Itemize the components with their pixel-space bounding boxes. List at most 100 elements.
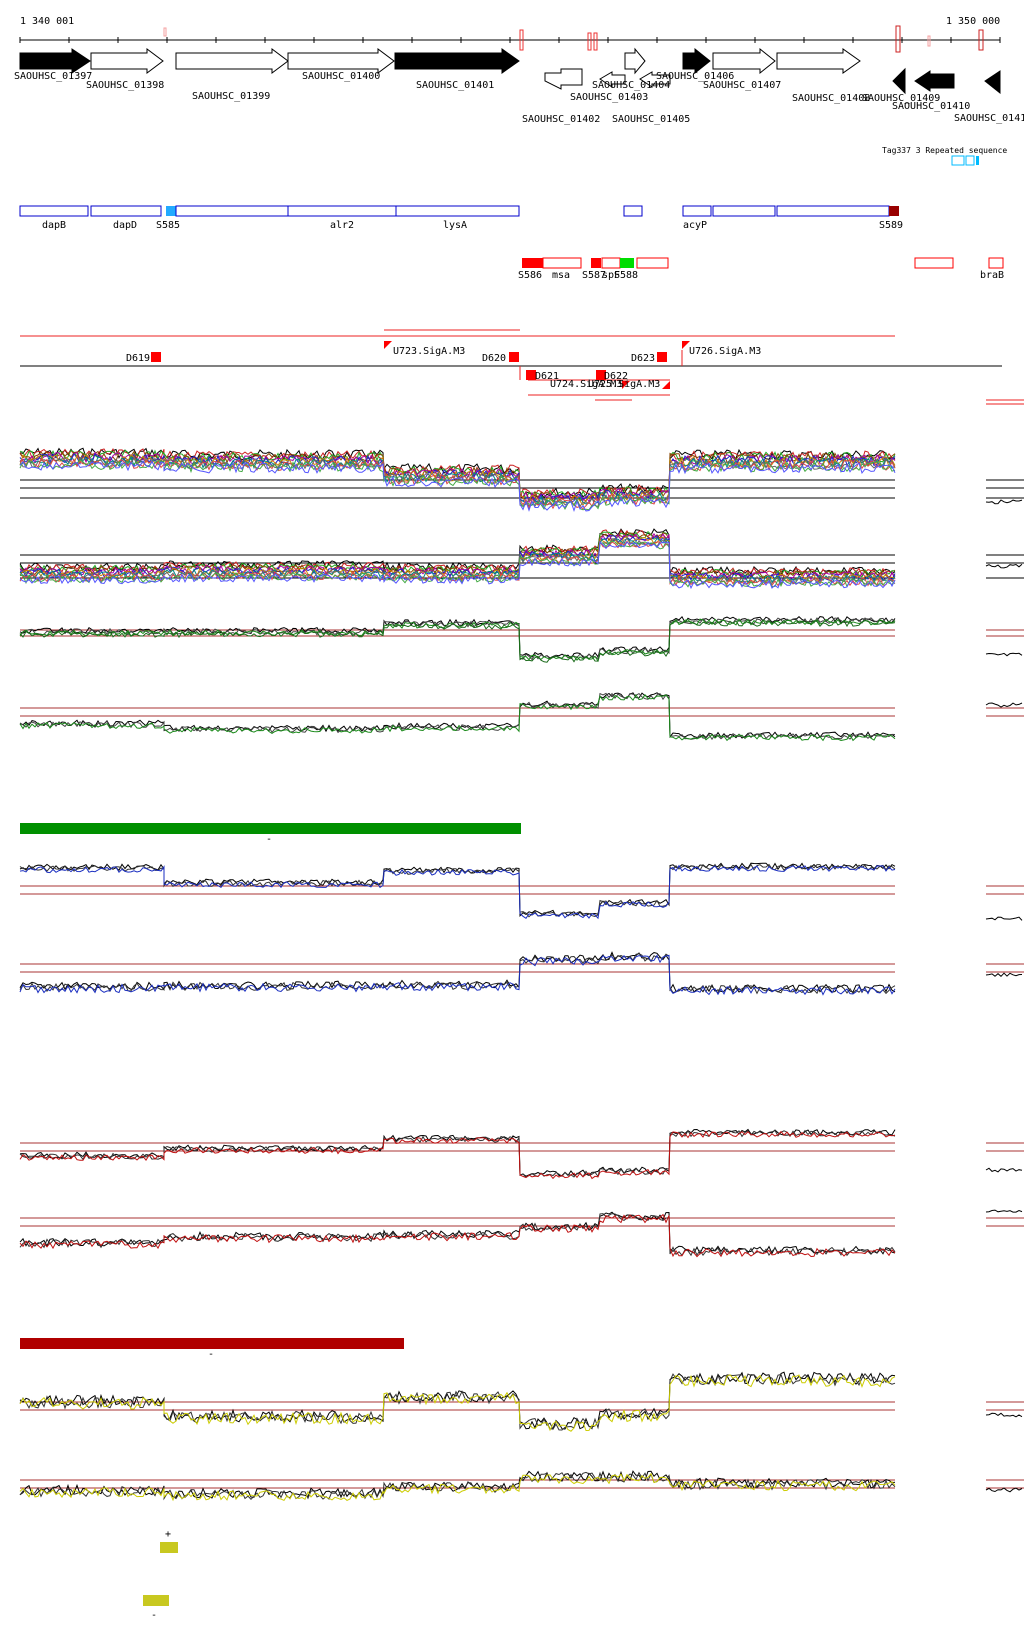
feature-label-U726: U726.SigA.M3: [689, 346, 761, 357]
signal-line: [19, 692, 896, 739]
gene-arrow-01405[interactable]: [639, 71, 671, 88]
annotation-label-S589: S589: [879, 220, 903, 231]
gene-arrow-01406[interactable]: [682, 47, 711, 75]
signal-line: [19, 541, 896, 590]
gene-label-01399: SAOUHSC_01399: [192, 91, 270, 102]
yellow-track-1: [19, 1371, 1024, 1432]
signal-line: [19, 864, 896, 920]
gene-label-01403: SAOUHSC_01403: [570, 92, 648, 103]
annotation-01408[interactable]: [776, 205, 890, 217]
signal-line: [19, 693, 896, 742]
gene-arrow-01404[interactable]: [624, 47, 646, 75]
signal-line: [19, 1128, 896, 1177]
green-track-1: [19, 615, 1024, 663]
feature-label-D622: D622: [604, 371, 628, 382]
srna-msa[interactable]: [542, 257, 582, 269]
breakpoint-D623[interactable]: [657, 352, 667, 362]
signal-line: [19, 951, 896, 994]
srna-S586[interactable]: [522, 258, 543, 268]
gene-label-01406: SAOUHSC_01406: [656, 71, 734, 82]
annotation-after-acyP[interactable]: [712, 205, 776, 217]
annotation-label-lysA: lysA: [443, 220, 467, 231]
annotation-dapD[interactable]: [90, 205, 162, 217]
gene-arrow-01397[interactable]: [19, 48, 91, 74]
condition-bar-yellow-2[interactable]: [143, 1595, 169, 1606]
srna-label-msa: msa: [552, 270, 570, 281]
signal-line: [19, 537, 896, 585]
srna-box[interactable]: [636, 257, 669, 269]
srna-label-S588: S588: [614, 270, 638, 281]
breakpoint-D619[interactable]: [151, 352, 161, 362]
promoter-U726[interactable]: [682, 341, 690, 349]
gene-arrow-01403[interactable]: [599, 71, 626, 88]
breakpoint-D620[interactable]: [509, 352, 519, 362]
srna-label-S586: S586: [518, 270, 542, 281]
signal-line-tail: [985, 1209, 1023, 1213]
gene-arrow-01402[interactable]: [544, 68, 583, 90]
breakpoint-D622[interactable]: [596, 370, 606, 380]
gene-arrow-01401[interactable]: [394, 48, 520, 74]
gene-labels: SAOUHSC_01397 SAOUHSC_01398 SAOUHSC_0139…: [14, 71, 1024, 125]
annotation-alr2-a[interactable]: [175, 205, 289, 217]
annotation-S585[interactable]: [166, 206, 176, 216]
gene-label-01400: SAOUHSC_01400: [302, 71, 380, 82]
gene-label-01410: SAOUHSC_01410: [892, 101, 970, 112]
srna-S587[interactable]: [591, 258, 601, 268]
annotation-track: dapB dapD S585 alr2 lysA acyP S589: [19, 205, 903, 231]
signal-line: [19, 692, 896, 741]
annotation-label-S585: S585: [156, 220, 180, 231]
signal-line: [19, 1471, 896, 1501]
gene-track: [19, 47, 1001, 95]
annotation-dapB[interactable]: [19, 205, 89, 217]
annotation-lysA[interactable]: [395, 205, 520, 217]
signal-line: [19, 1130, 896, 1180]
srna-spF[interactable]: [601, 257, 621, 269]
feature-label-D620: D620: [482, 353, 506, 364]
gene-arrow-01410[interactable]: [914, 70, 955, 92]
srna-label-spF: spF: [602, 270, 620, 281]
annotation-label-alr2: alr2: [330, 220, 354, 231]
annotation-S589[interactable]: [889, 206, 899, 216]
promoter-U723[interactable]: [384, 341, 392, 349]
feature-label-D623: D623: [631, 353, 655, 364]
srna-braB[interactable]: [988, 257, 1004, 269]
gene-arrow-01409[interactable]: [892, 67, 906, 95]
ruler-end-label: 1 350 000: [946, 16, 1000, 27]
gene-arrow-01407[interactable]: [712, 47, 776, 75]
signal-line: [19, 449, 896, 501]
gene-arrow-01399[interactable]: [175, 48, 289, 74]
transcription-track: D619 U723.SigA.M3 D620 D621 U724.SigA.M3…: [20, 329, 1024, 405]
signal-line-tail: [985, 563, 1023, 569]
feature-label-U725: U725.SigA.M3: [588, 379, 660, 390]
condition-bar-red[interactable]: [20, 1338, 404, 1349]
condition-bar-yellow-1[interactable]: [160, 1542, 178, 1553]
condition-bar-green[interactable]: [20, 823, 521, 834]
signal-line: [19, 615, 896, 660]
green-track-2: [19, 692, 1024, 742]
signal-line: [19, 456, 896, 508]
ruler-red-marks: [163, 25, 984, 53]
breakpoint-D621[interactable]: [526, 370, 536, 380]
gene-arrow-01400[interactable]: [287, 48, 395, 74]
srna-box-right[interactable]: [914, 257, 954, 269]
srna-S588[interactable]: [620, 258, 634, 268]
annotation-acyP[interactable]: [682, 205, 712, 217]
gene-arrow-01398[interactable]: [90, 48, 164, 74]
signal-line: [19, 1372, 896, 1431]
signal-line-tail: [985, 652, 1023, 657]
annotation-label-dapD: dapD: [113, 220, 137, 231]
ruler-ticks: [19, 37, 1001, 43]
gene-label-01401: SAOUHSC_01401: [416, 80, 494, 91]
annotation-small[interactable]: [623, 205, 643, 217]
gene-label-01408: SAOUHSC_01408: [792, 93, 870, 104]
signal-line: [19, 1129, 896, 1179]
repeat-label: Tag337 3 Repeated sequence: [882, 146, 1007, 155]
promoter-U724[interactable]: [662, 381, 670, 389]
gene-arrow-01408[interactable]: [776, 48, 861, 74]
gene-arrow-0141x[interactable]: [984, 70, 1001, 95]
promoter-U725[interactable]: [622, 381, 630, 389]
feature-label-D621: D621: [535, 371, 559, 382]
signal-line-tail: [985, 499, 1023, 505]
annotation-alr2[interactable]: [287, 205, 397, 217]
